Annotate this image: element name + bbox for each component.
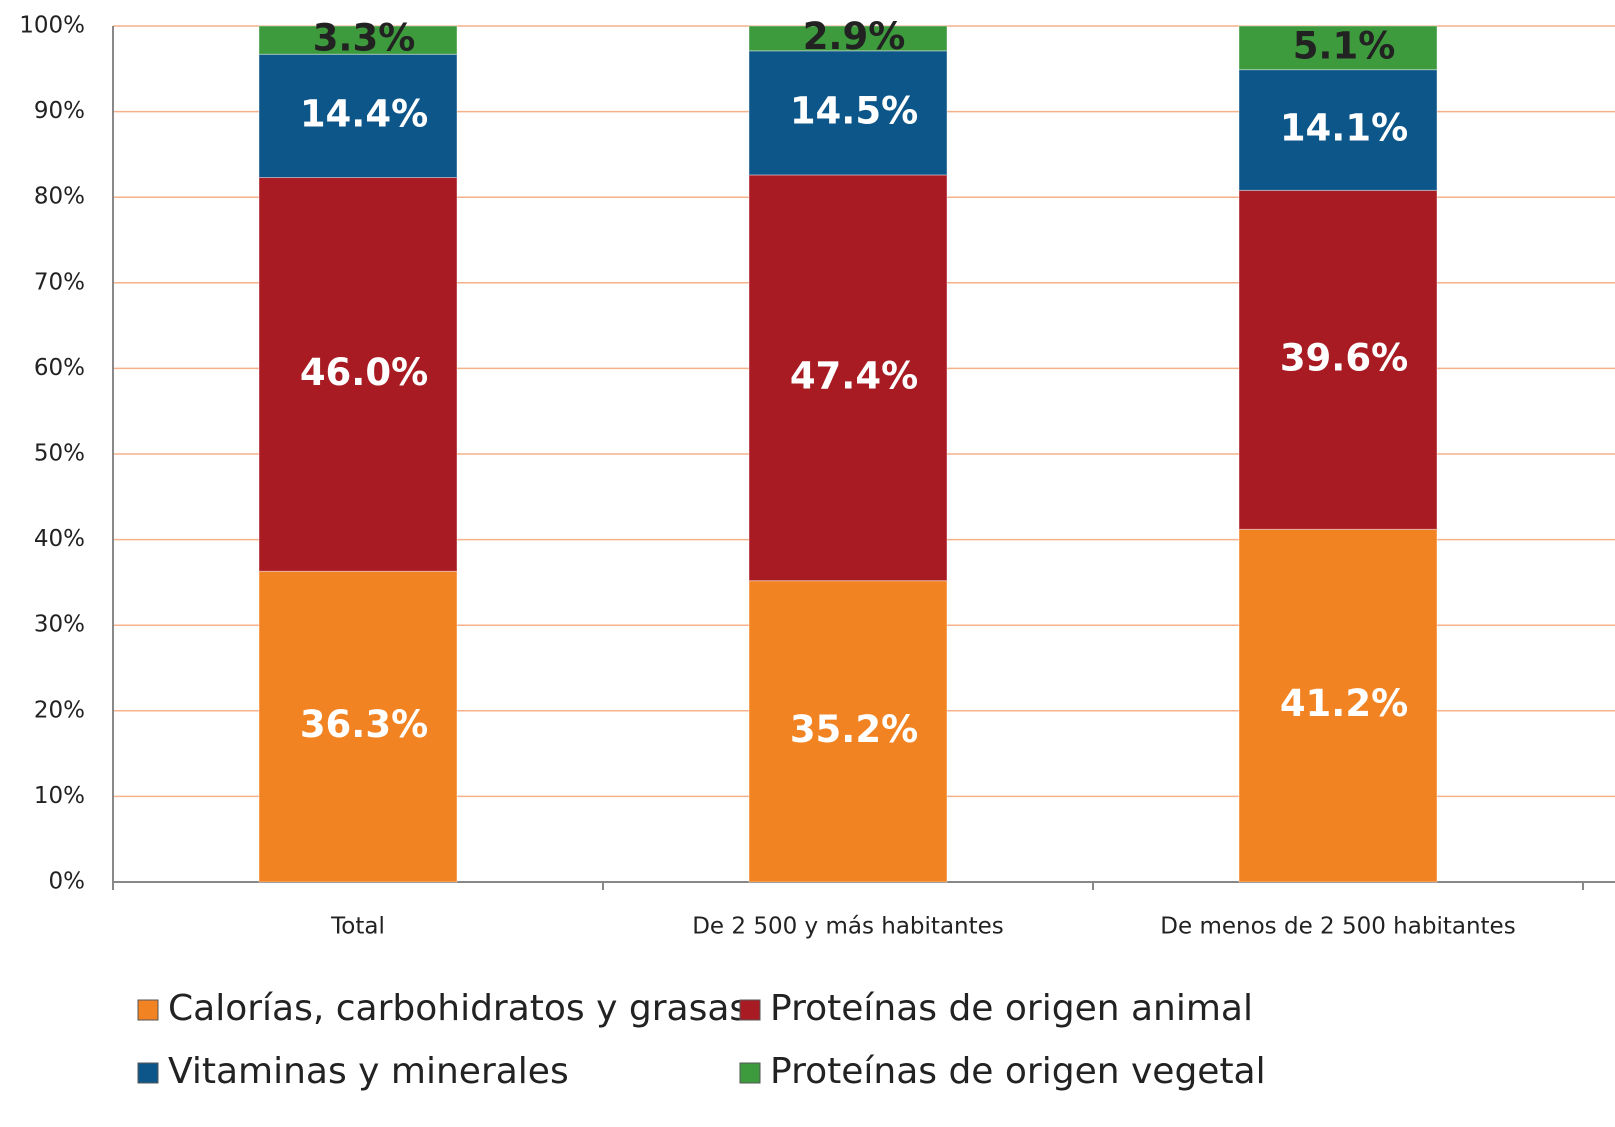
- bar-segment: [748, 580, 948, 883]
- legend-label: Vitaminas y minerales: [168, 1051, 569, 1092]
- value-label: 47.4%: [790, 354, 918, 397]
- y-tick-label: 90%: [34, 98, 85, 124]
- y-tick-label: 40%: [34, 526, 85, 552]
- y-tick-label: 0%: [49, 869, 86, 895]
- bar-segment: [258, 177, 458, 572]
- bar-segment: [1238, 528, 1438, 883]
- bar-segment: [258, 570, 458, 883]
- bar-segment: [748, 25, 948, 52]
- bar-segment: [748, 50, 948, 176]
- value-label: 14.4%: [300, 92, 428, 135]
- value-label: 35.2%: [790, 708, 918, 751]
- y-tick-label: 80%: [34, 184, 85, 210]
- y-tick-label: 100%: [19, 13, 85, 39]
- x-tick-label: De 2 500 y más habitantes: [692, 914, 1004, 940]
- bar-segment: [1238, 189, 1438, 530]
- y-tick-label: 70%: [34, 269, 85, 295]
- y-tick-label: 20%: [34, 697, 85, 723]
- x-tick-label: Total: [330, 914, 385, 940]
- value-label: 41.2%: [1280, 682, 1408, 725]
- y-tick-label: 10%: [34, 783, 85, 809]
- value-label: 39.6%: [1280, 336, 1408, 379]
- y-tick-label: 30%: [34, 612, 85, 638]
- legend-swatch: [739, 999, 761, 1021]
- legend-swatch: [739, 1062, 761, 1084]
- bar-segment: [748, 174, 948, 582]
- legend-label: Proteínas de origen vegetal: [770, 1051, 1266, 1092]
- bar-segment: [258, 25, 458, 55]
- legend-label: Proteínas de origen animal: [770, 988, 1253, 1029]
- value-label: 3.3%: [313, 17, 416, 60]
- x-tick-label: De menos de 2 500 habitantes: [1160, 914, 1515, 940]
- legend-swatch: [137, 999, 159, 1021]
- value-label: 14.1%: [1280, 107, 1408, 150]
- value-label: 14.5%: [790, 89, 918, 132]
- legend-label: Calorías, carbohidratos y grasas: [168, 988, 748, 1029]
- value-label: 5.1%: [1293, 24, 1396, 67]
- legend-swatch: [137, 1062, 159, 1084]
- value-label: 2.9%: [803, 15, 906, 58]
- bar-segment: [258, 53, 458, 179]
- y-tick-label: 50%: [34, 441, 85, 467]
- bar-segment: [1238, 25, 1438, 71]
- value-label: 36.3%: [300, 703, 428, 746]
- y-tick-label: 60%: [34, 355, 85, 381]
- value-label: 46.0%: [300, 351, 428, 394]
- bar-segment: [1238, 69, 1438, 191]
